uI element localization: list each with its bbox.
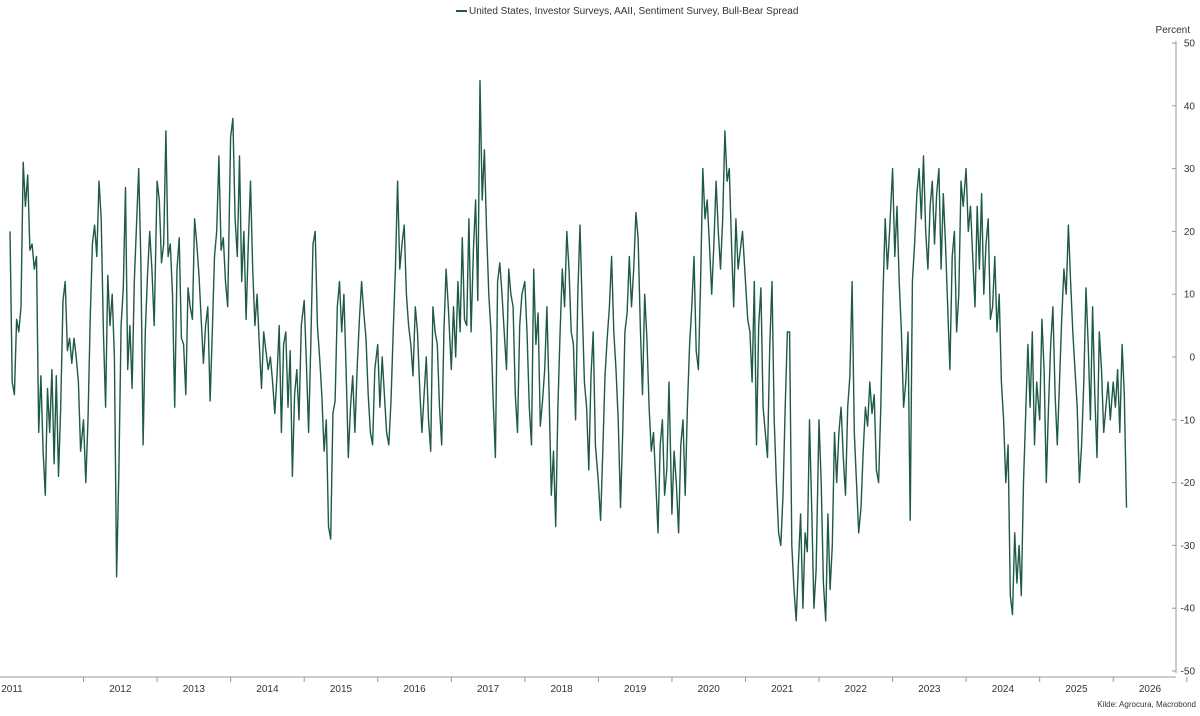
x-tick-label: 2011 xyxy=(1,684,23,695)
legend: United States, Investor Surveys, AAII, S… xyxy=(456,6,798,17)
source-label: Kilde: Agrocura, Macrobond xyxy=(1097,700,1196,709)
x-tick-label: 2023 xyxy=(918,684,941,695)
x-tick-label: 2024 xyxy=(992,684,1015,695)
y-tick-label: -20 xyxy=(1181,478,1196,489)
y-tick-label: 40 xyxy=(1184,101,1196,112)
x-tick-label: 2020 xyxy=(698,684,721,695)
y-tick-label: -50 xyxy=(1181,667,1196,678)
x-tick-label: 2012 xyxy=(109,684,132,695)
legend-label: United States, Investor Surveys, AAII, S… xyxy=(469,6,798,17)
y-tick-label: 30 xyxy=(1184,164,1196,175)
x-tick-label: 2019 xyxy=(624,684,647,695)
y-tick-label: 50 xyxy=(1184,39,1196,50)
y-axis-unit-label: Percent xyxy=(1156,25,1191,36)
x-tick-label: 2022 xyxy=(845,684,868,695)
x-tick-label: 2025 xyxy=(1065,684,1088,695)
plot-area xyxy=(9,80,1128,622)
y-tick-label: -10 xyxy=(1181,415,1196,426)
x-tick-label: 2016 xyxy=(403,684,426,695)
x-tick-label: 2015 xyxy=(330,684,353,695)
y-tick-label: 10 xyxy=(1184,290,1196,301)
y-axis: -50 -40 -30 -20 -10 0 10 20 30 40 50 xyxy=(1172,39,1195,678)
x-tick-label: 2013 xyxy=(183,684,206,695)
x-tick-label: 2014 xyxy=(256,684,279,695)
x-axis: 2011 2012 2013 2014 2015 2016 2017 2018 2019 2020… xyxy=(0,676,1188,695)
x-tick-label: 2026 xyxy=(1139,684,1162,695)
y-tick-label: -30 xyxy=(1181,541,1196,552)
y-tick-label: 20 xyxy=(1184,227,1196,238)
y-tick-label: -40 xyxy=(1181,604,1196,615)
series-line-bull-bear-spread xyxy=(9,80,1128,622)
y-tick-label: 0 xyxy=(1189,353,1195,364)
x-tick-label: 2021 xyxy=(771,684,794,695)
x-tick-label: 2017 xyxy=(477,684,500,695)
x-tick-label: 2018 xyxy=(550,684,573,695)
